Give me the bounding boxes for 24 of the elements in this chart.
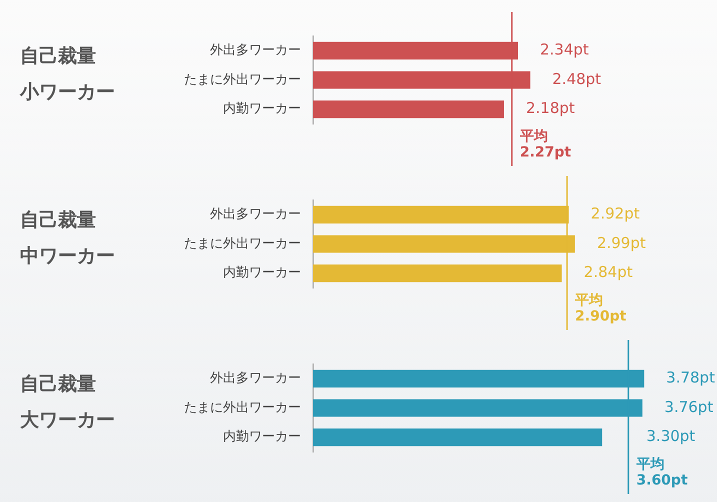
- data-label: 2.34pt: [540, 40, 589, 59]
- data-label: 3.78pt: [666, 368, 716, 387]
- y-tick-label: 内勤ワーカー: [223, 430, 301, 445]
- ref-line-label: 平均 3.60pt: [635, 456, 688, 489]
- text: 自己裁量小ワーカー: [20, 44, 116, 105]
- y-tick-label: 内勤ワーカー: [223, 266, 301, 281]
- y-tick-label: 外出多ワーカー: [210, 43, 301, 58]
- y-tick-label: たまに外出ワーカー: [184, 400, 301, 416]
- data-label: 2.84pt: [584, 263, 633, 282]
- data-label: 2.92pt: [590, 204, 640, 223]
- data-label: 3.76pt: [664, 398, 714, 416]
- data-label: 2.48pt: [552, 70, 602, 88]
- y-tick-label: 外出多ワーカー: [210, 371, 301, 386]
- y-tick-label: 外出多ワーカー: [210, 207, 301, 222]
- text: 自己裁量中ワーカー: [20, 208, 116, 269]
- ref-line-label: 平均 2.90pt: [574, 292, 627, 325]
- y-tick-label: たまに外出ワーカー: [184, 236, 301, 252]
- text: 自己裁量大ワーカー: [20, 372, 116, 433]
- y-tick-label: たまに外出ワーカー: [184, 72, 301, 88]
- y-tick-label: 内勤ワーカー: [223, 102, 301, 117]
- data-label: 3.30pt: [646, 427, 696, 446]
- data-label: 2.99pt: [596, 234, 646, 252]
- data-label: 2.18pt: [526, 99, 575, 118]
- ref-line-label: 平均 2.27pt: [518, 128, 572, 161]
